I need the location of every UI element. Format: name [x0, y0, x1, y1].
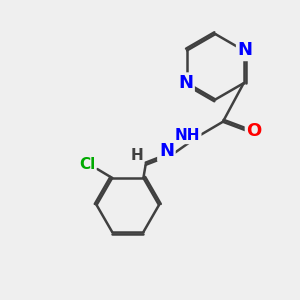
- Text: Cl: Cl: [79, 157, 95, 172]
- Text: N: N: [159, 142, 174, 160]
- Text: H: H: [130, 148, 143, 164]
- Text: NH: NH: [175, 128, 200, 142]
- Text: O: O: [247, 122, 262, 140]
- Text: N: N: [238, 41, 253, 59]
- Text: N: N: [178, 74, 193, 92]
